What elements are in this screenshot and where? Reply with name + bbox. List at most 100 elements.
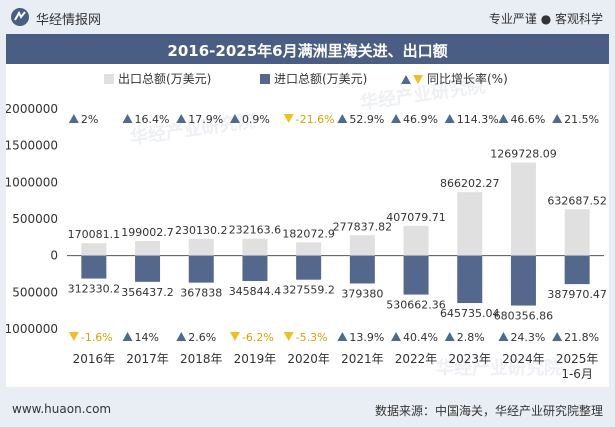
import-growth-label: 13.9% (349, 331, 384, 344)
x-tick-label: 2019年 (234, 352, 277, 366)
x-tick-label: 2021年 (341, 352, 384, 366)
import-value-label: 379380 (341, 287, 383, 300)
import-bar (296, 255, 322, 280)
legend-down-icon (413, 75, 423, 84)
export-bar (242, 238, 268, 256)
import-growth-label: 14% (135, 331, 159, 344)
growth-up-icon (68, 114, 79, 123)
export-value-label: 230130.2 (175, 224, 228, 237)
x-tick-label: 2025年 1-6月 (556, 352, 599, 381)
growth-up-icon (176, 114, 187, 123)
legend-swatch-import (260, 74, 270, 84)
growth-up-icon (176, 332, 187, 341)
chart-panel: 华经产业研究院 华经产业研究院 华经产业研究院 出口总额(万美元) 进口总额(万美元) 同… (5, 64, 609, 387)
growth-up-icon (122, 332, 133, 341)
x-tick-label: 2020年 (287, 352, 330, 366)
import-value-label: 645735.04 (440, 307, 500, 320)
export-bar (403, 225, 429, 256)
export-growth-label: 46.6% (510, 113, 545, 126)
growth-up-icon (122, 114, 133, 123)
import-bar (349, 255, 375, 284)
y-tick-label: 1000000 (6, 322, 58, 336)
export-bar (457, 192, 483, 256)
import-bar (135, 255, 161, 282)
import-value-label: 530662.36 (386, 299, 446, 312)
import-bar (188, 255, 214, 283)
import-growth-label: 40.4% (403, 331, 438, 344)
export-value-label: 170081.1 (68, 228, 121, 241)
export-value-label: 277837.82 (333, 220, 393, 233)
import-value-label: 680356.86 (494, 310, 554, 323)
export-growth-label: -21.6% (296, 113, 335, 126)
website-link[interactable]: www.huaon.com (12, 402, 112, 416)
import-bar (564, 255, 590, 285)
chart-title: 2016-2025年6月满洲里海关进、出口额 (167, 42, 448, 60)
growth-up-icon (391, 332, 402, 341)
x-tick-label: 2016年 (73, 352, 116, 366)
legend-label-growth: 同比增长率(%) (427, 71, 508, 86)
growth-down-icon (229, 332, 240, 341)
export-growth-label: 17.9% (188, 113, 223, 126)
legend-swatch-export (104, 74, 114, 84)
import-value-label: 327559.2 (282, 284, 335, 297)
growth-up-icon (337, 332, 348, 341)
growth-up-icon (444, 332, 455, 341)
x-tick-label: 2024年 (502, 352, 545, 366)
import-growth-label: -6.2% (242, 331, 274, 344)
export-growth-label: 2% (81, 113, 98, 126)
watermark-text: 华经产业研究院 (436, 357, 562, 379)
growth-up-icon (391, 114, 402, 123)
huaon-logo-icon (11, 8, 29, 26)
y-tick-label: 2000000 (6, 102, 58, 116)
export-bar (81, 243, 107, 256)
slogan: 专业严谨 ● 客观科学 (488, 12, 603, 26)
legend-up-icon (401, 75, 411, 84)
top-bar: 华经情报网 专业严谨 ● 客观科学 (0, 0, 615, 34)
import-bar (510, 255, 536, 306)
export-value-label: 632687.52 (547, 194, 607, 207)
import-growth-label: -5.3% (296, 331, 328, 344)
import-growth-label: 24.3% (510, 331, 545, 344)
y-tick-label: 1000000 (6, 175, 58, 189)
growth-up-icon (552, 114, 563, 123)
import-growth-label: 2.8% (457, 331, 485, 344)
import-bar (403, 255, 429, 295)
export-growth-label: 46.9% (403, 113, 438, 126)
export-bar (349, 235, 375, 256)
x-tick-label: 2023年 (448, 352, 491, 366)
legend-label-export: 出口总额(万美元) (118, 72, 211, 86)
export-bar (296, 242, 322, 256)
y-tick-label: 500000 (12, 212, 58, 226)
growth-up-icon (498, 332, 509, 341)
y-tick-label: 500000 (12, 285, 58, 299)
import-growth-label: 2.6% (188, 331, 216, 344)
export-value-label: 1269728.09 (490, 148, 556, 161)
export-bar (135, 241, 161, 256)
import-growth-label: 21.8% (564, 331, 599, 344)
legend-label-import: 进口总额(万美元) (274, 72, 367, 86)
growth-up-icon (498, 114, 509, 123)
export-bar (564, 209, 590, 256)
export-bar (510, 162, 536, 256)
import-value-label: 312330.2 (68, 283, 121, 296)
growth-up-icon (229, 114, 240, 123)
export-value-label: 866202.27 (440, 177, 500, 190)
import-bar (242, 255, 268, 282)
import-value-label: 345844.4 (229, 285, 282, 298)
export-growth-label: 0.9% (242, 113, 270, 126)
export-value-label: 232163.6 (229, 224, 282, 237)
import-growth-label: -1.6% (81, 331, 113, 344)
export-value-label: 199002.7 (121, 226, 174, 239)
growth-down-icon (283, 332, 294, 341)
import-value-label: 356437.2 (121, 286, 174, 299)
brand-name: 华经情报网 (36, 13, 102, 28)
y-tick-label: 0 (50, 249, 58, 263)
growth-down-icon (68, 332, 79, 341)
growth-up-icon (552, 332, 563, 341)
data-source: 数据来源：中国海关，华经产业研究院整理 (374, 404, 603, 418)
export-growth-label: 114.3% (457, 113, 499, 126)
import-bar (457, 255, 483, 304)
export-value-label: 182072.9 (282, 227, 335, 240)
import-bar (81, 255, 107, 279)
